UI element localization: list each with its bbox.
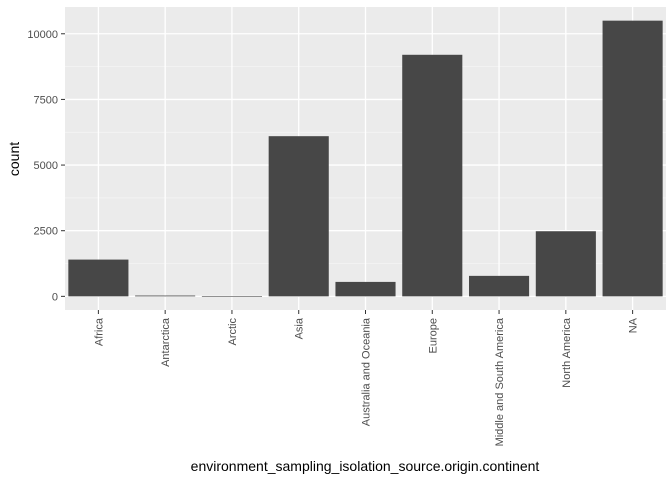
y-tick-label: 10000: [27, 29, 58, 41]
y-axis-ticks: 0 2500 5000 7500 10000: [27, 29, 65, 303]
y-tick-label: 5000: [34, 160, 58, 172]
x-tick-label: North America: [561, 317, 573, 388]
x-tick-label: Africa: [93, 317, 105, 346]
bar-na: [602, 20, 663, 297]
x-tick-label: Antarctica: [160, 317, 172, 367]
bar-arctic: [201, 296, 262, 297]
y-axis-title: count: [6, 142, 22, 176]
x-tick-label: Arctic: [227, 318, 239, 346]
y-tick-label: 0: [52, 291, 58, 303]
x-axis-title: environment_sampling_isolation_source.or…: [191, 458, 540, 474]
bar-africa: [68, 259, 129, 297]
bar-north-america: [535, 231, 596, 297]
x-tick-label: NA: [628, 317, 640, 333]
bar-asia: [268, 136, 329, 297]
y-tick-label: 7500: [34, 94, 58, 106]
x-tick-label: Australia and Oceania: [361, 317, 373, 426]
y-tick-label: 2500: [34, 226, 58, 238]
x-tick-label: Asia: [294, 317, 306, 339]
x-tick-label: Europe: [427, 318, 439, 353]
x-tick-label: Middle and South America: [494, 317, 506, 446]
bar-australia-and-oceania: [335, 281, 396, 297]
bar-middle-and-south-america: [469, 275, 530, 297]
bar-antarctica: [135, 295, 196, 297]
x-axis-ticks: Africa Antarctica Arctic Asia Australia and …: [93, 310, 640, 446]
bar-europe: [402, 54, 463, 297]
bars: [68, 20, 663, 297]
